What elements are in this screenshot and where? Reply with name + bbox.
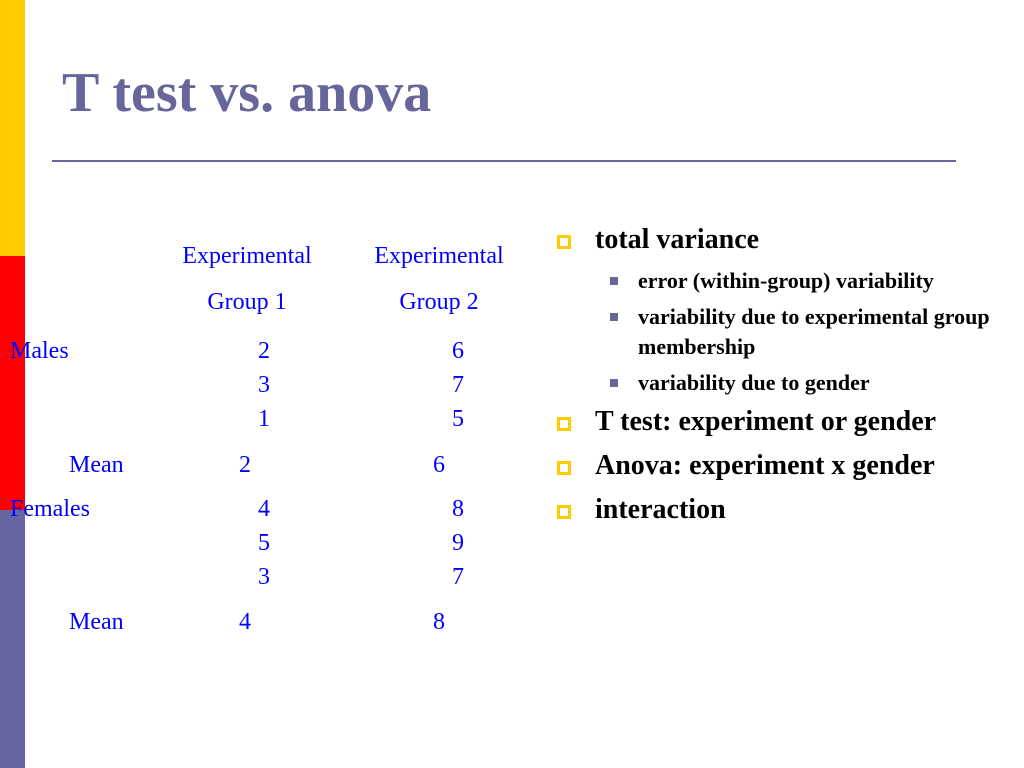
square-bullet-icon xyxy=(557,461,571,475)
males-label: Males xyxy=(10,338,69,364)
females-group1-value: 5 xyxy=(258,530,270,556)
square-bullet-icon xyxy=(557,417,571,431)
accent-bar-purple xyxy=(0,510,25,768)
females-mean-group1: 4 xyxy=(239,609,251,635)
square-bullet-icon xyxy=(557,235,571,249)
filled-square-bullet-icon xyxy=(610,379,618,387)
title-divider xyxy=(52,160,956,162)
header-group-1-line2: Group 1 xyxy=(207,289,287,315)
sub-bullet-item: error (within-group) variability xyxy=(555,266,1015,296)
females-label: Females xyxy=(10,496,90,522)
header-group-2: Experimental Group 2 xyxy=(349,233,529,325)
females-group1-value: 3 xyxy=(258,564,270,590)
bullet-text: Anova: experiment x gender xyxy=(595,450,935,481)
bullet-text: interaction xyxy=(595,494,726,525)
bullet-item: interaction xyxy=(555,492,1015,528)
bullet-text: T test: experiment or gender xyxy=(595,406,937,437)
sub-bullet-text: error (within-group) variability xyxy=(638,268,934,293)
bullet-text: total variance xyxy=(595,224,760,255)
header-group-1: Experimental Group 1 xyxy=(157,233,337,325)
females-group2-value: 7 xyxy=(452,564,464,590)
sub-bullet-text: variability due to gender xyxy=(638,370,870,395)
males-mean-group2: 6 xyxy=(433,452,445,478)
filled-square-bullet-icon xyxy=(610,313,618,321)
square-bullet-icon xyxy=(557,505,571,519)
accent-bar-yellow xyxy=(0,0,25,256)
males-group2-value: 7 xyxy=(452,372,464,398)
header-group-2-line2: Group 2 xyxy=(399,289,479,315)
bullet-item: T test: experiment or gender xyxy=(555,404,1015,440)
males-group1-value: 3 xyxy=(258,372,270,398)
sub-bullet-item: variability due to gender xyxy=(555,368,1015,398)
males-group2-value: 6 xyxy=(452,338,464,364)
sub-bullet-item: variability due to experimental group me… xyxy=(555,302,1015,362)
filled-square-bullet-icon xyxy=(610,277,618,285)
females-mean-group2: 8 xyxy=(433,609,445,635)
females-group1-value: 4 xyxy=(258,496,270,522)
accent-bar-red xyxy=(0,256,25,510)
header-group-1-line1: Experimental xyxy=(182,243,312,269)
males-group2-value: 5 xyxy=(452,406,464,432)
females-group2-value: 8 xyxy=(452,496,464,522)
males-mean-label: Mean xyxy=(69,452,124,478)
males-group1-value: 2 xyxy=(258,338,270,364)
females-group2-value: 9 xyxy=(452,530,464,556)
females-mean-label: Mean xyxy=(69,609,124,635)
males-group1-value: 1 xyxy=(258,406,270,432)
header-group-2-line1: Experimental xyxy=(374,243,504,269)
bullet-item: total variance xyxy=(555,222,1015,258)
sub-bullet-text: variability due to experimental group me… xyxy=(638,304,990,359)
bullet-item: Anova: experiment x gender xyxy=(555,448,1015,484)
bullet-list: total variance error (within-group) vari… xyxy=(555,222,1015,536)
males-mean-group1: 2 xyxy=(239,452,251,478)
slide-title: T test vs. anova xyxy=(62,62,432,124)
